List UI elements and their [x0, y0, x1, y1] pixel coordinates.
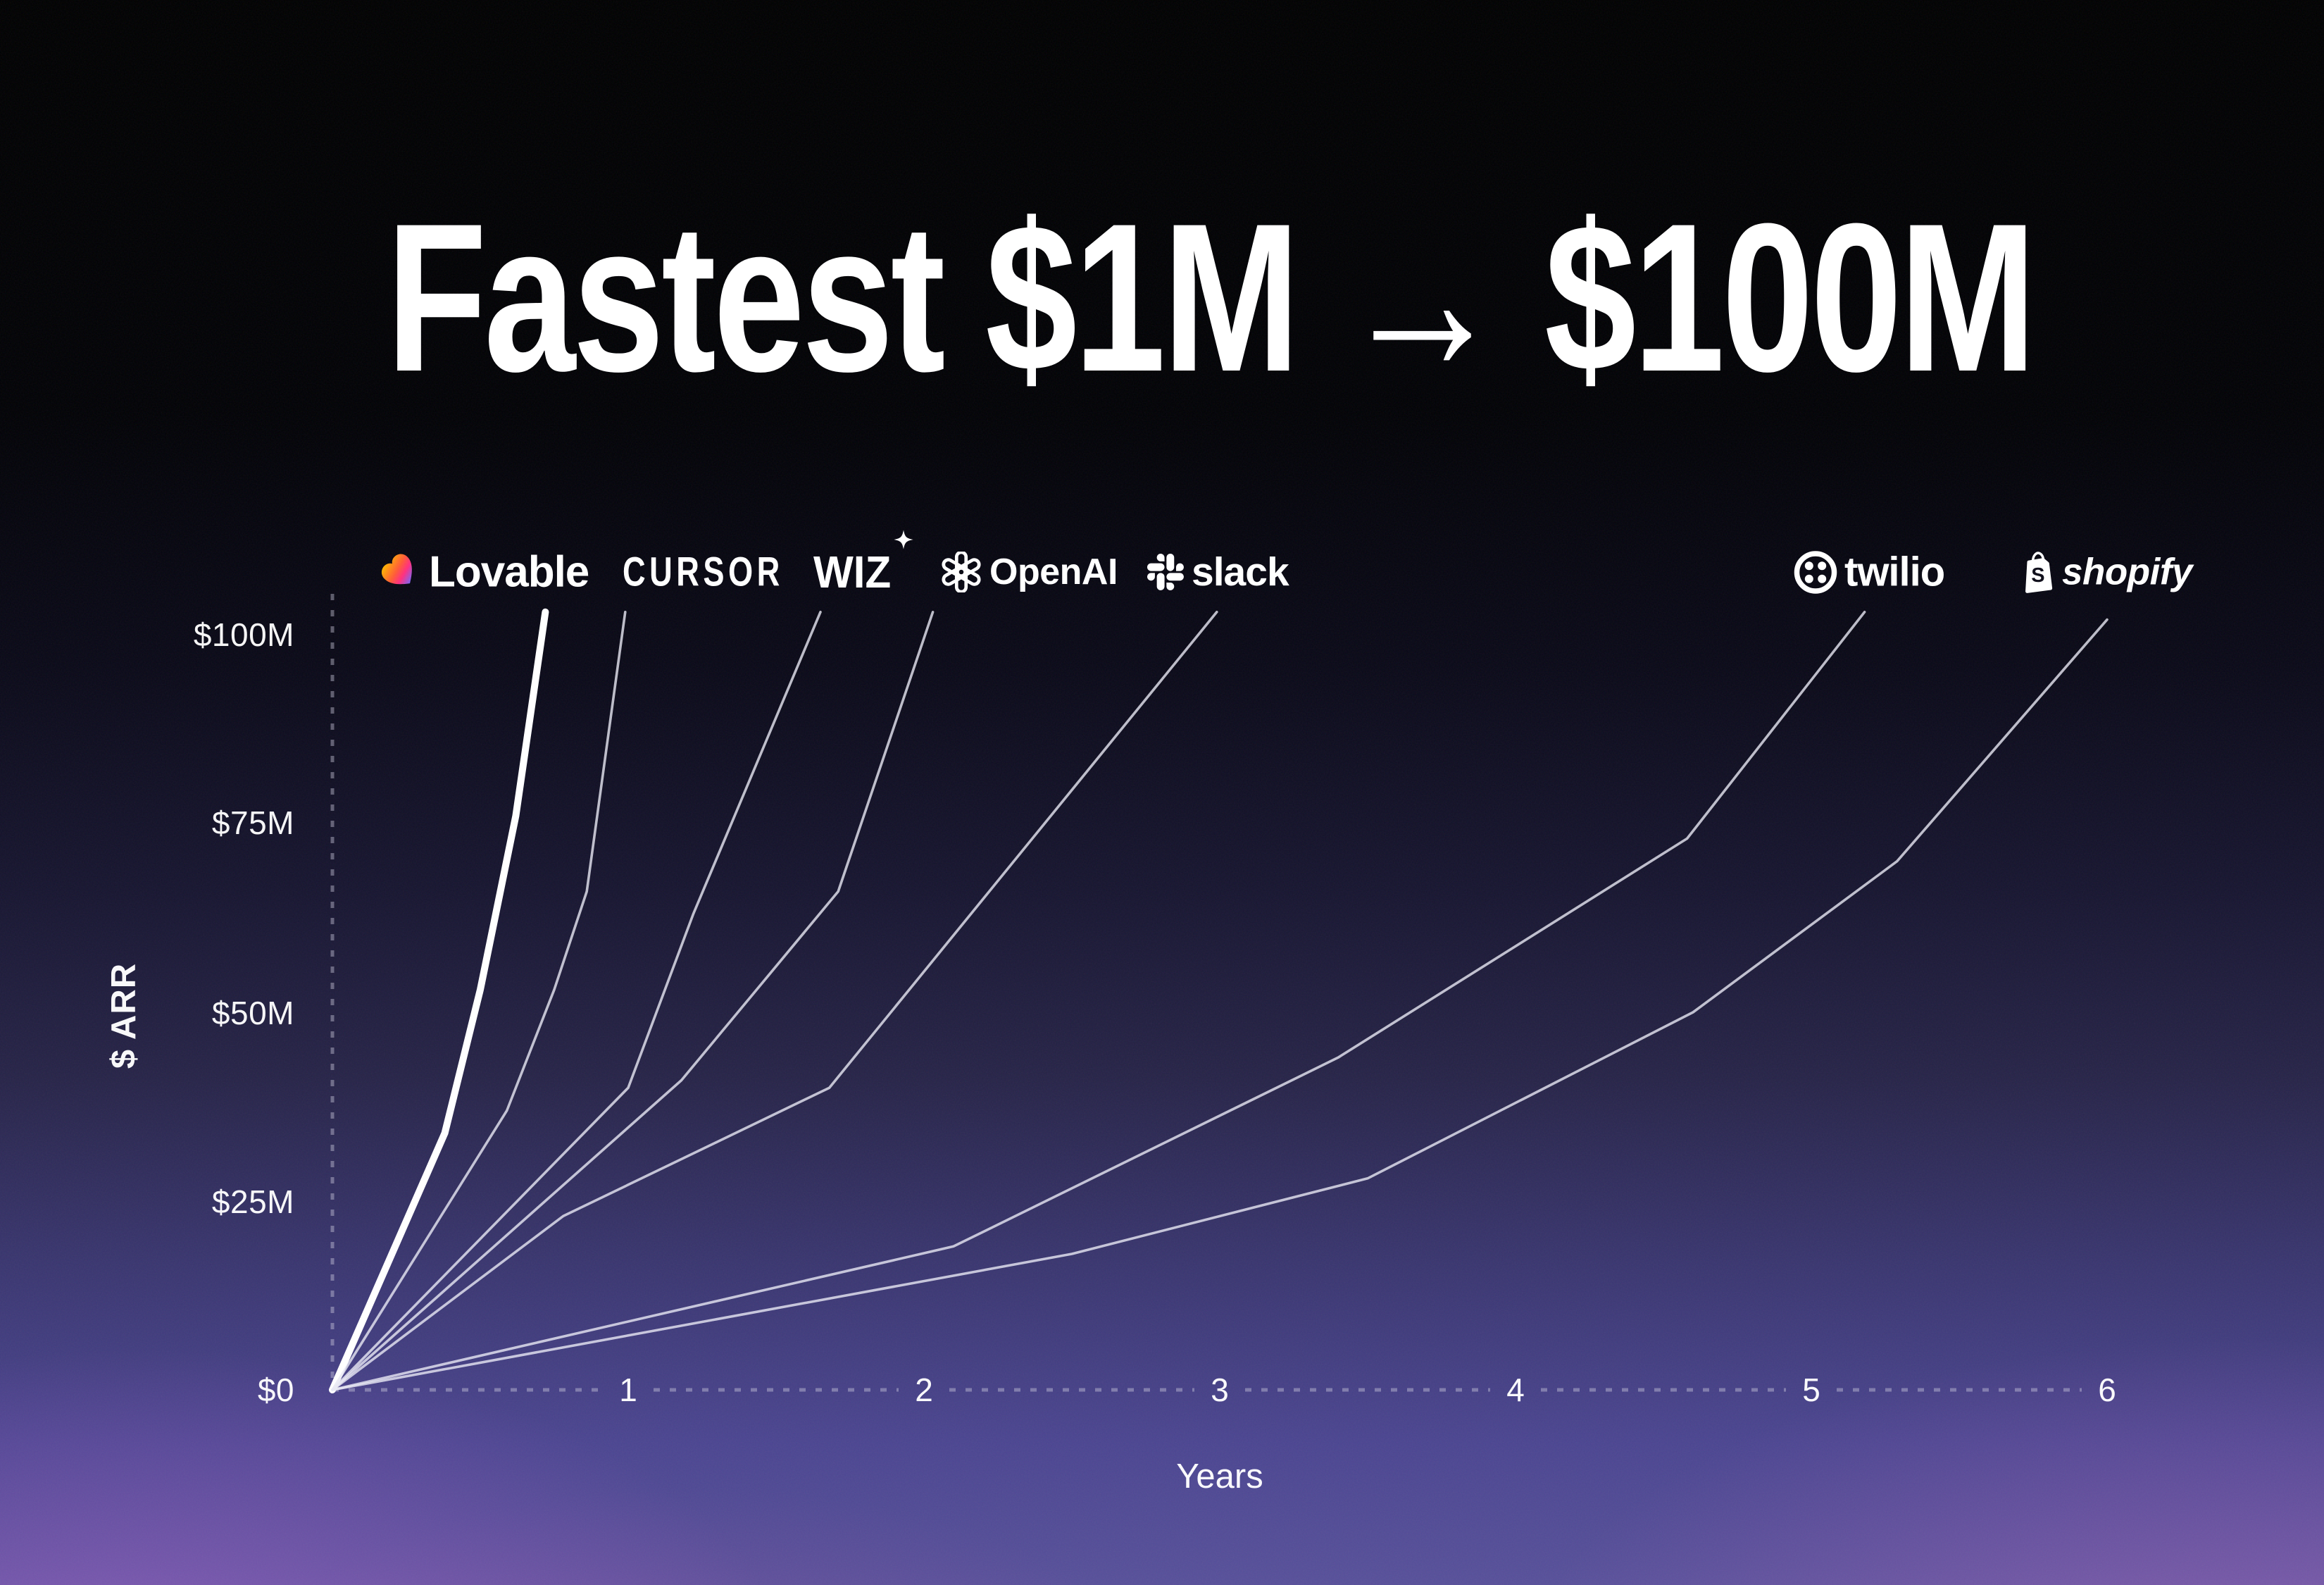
twilio-logo: twilio [1793, 549, 1945, 596]
openai-icon [942, 552, 981, 592]
x-tick-2: 2 [915, 1372, 933, 1408]
wiz-sparkle-icon [894, 530, 913, 549]
x-tick-5: 5 [1802, 1372, 1820, 1408]
x-tick-6: 6 [2098, 1372, 2116, 1408]
slack-icon [1147, 554, 1184, 590]
slack-wordmark: slack [1192, 549, 1289, 595]
series-line-shopify [331, 618, 2109, 1391]
twilio-icon [1794, 550, 1837, 594]
slack-logo: slack [1147, 549, 1289, 595]
wiz-logo: WIZ [813, 530, 913, 598]
series-line-twilio [331, 610, 1866, 1391]
page-title: Fastest $1M → $100M [386, 179, 2036, 416]
lovable-heart-icon [381, 554, 412, 584]
shopify-bag-icon: S [2025, 551, 2053, 593]
cursor-wordmark: CURSOR [623, 549, 784, 595]
svg-text:S: S [2031, 564, 2044, 587]
y-tick-100m: $100M [193, 616, 294, 653]
y-tick-25m: $25M [211, 1183, 294, 1220]
y-tick-0: $0 [257, 1372, 294, 1408]
y-tick-75m: $75M [211, 804, 294, 841]
y-tick-50m: $50M [211, 995, 294, 1031]
lovable-wordmark: Lovable [429, 547, 589, 597]
shopify-logo: S shopify [2017, 551, 2192, 594]
x-tick-1: 1 [619, 1372, 637, 1408]
lovable-logo: Lovable [380, 547, 589, 597]
openai-wordmark: OpenAI [989, 552, 1118, 592]
x-tick-4: 4 [1506, 1372, 1525, 1408]
openai-logo: OpenAI [941, 551, 1118, 593]
wiz-wordmark: WIZ [813, 547, 892, 597]
twilio-wordmark: twilio [1844, 549, 1945, 595]
x-tick-3: 3 [1211, 1372, 1229, 1408]
cursor-logo: CURSOR [623, 549, 829, 596]
series-line-lovable [329, 608, 549, 1393]
x-axis-label: Years [1176, 1457, 1263, 1496]
shopify-wordmark: shopify [2062, 551, 2192, 593]
